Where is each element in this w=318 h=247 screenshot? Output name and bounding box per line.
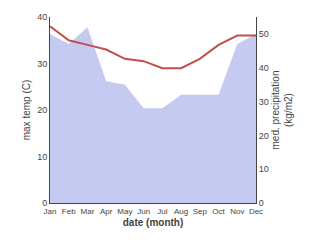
svg-text:Dec: Dec (249, 207, 263, 216)
svg-text:20: 20 (37, 105, 47, 115)
svg-text:Aug: Aug (174, 207, 188, 216)
svg-text:Sep: Sep (193, 207, 208, 216)
svg-text:Jan: Jan (44, 207, 57, 216)
svg-text:max temp (C): max temp (C) (21, 80, 32, 141)
svg-text:Feb: Feb (62, 207, 76, 216)
svg-text:date (month): date (month) (123, 217, 184, 228)
svg-text:30: 30 (259, 97, 269, 107)
svg-text:50: 50 (259, 29, 269, 39)
svg-text:30: 30 (37, 59, 47, 69)
svg-text:40: 40 (259, 63, 269, 73)
svg-text:Mar: Mar (81, 207, 95, 216)
svg-text:Nov: Nov (230, 207, 244, 216)
svg-text:0: 0 (259, 198, 264, 208)
svg-text:10: 10 (259, 164, 269, 174)
svg-text:Apr: Apr (100, 207, 113, 216)
svg-text:10: 10 (37, 152, 47, 162)
svg-text:Jul: Jul (157, 207, 167, 216)
svg-text:40: 40 (37, 12, 47, 22)
svg-text:med. precipitation(kg/m2): med. precipitation(kg/m2) (270, 71, 294, 150)
svg-text:Jun: Jun (137, 207, 150, 216)
svg-text:May: May (117, 207, 132, 216)
svg-text:20: 20 (259, 131, 269, 141)
svg-text:0: 0 (42, 198, 47, 208)
svg-text:Oct: Oct (212, 207, 225, 216)
